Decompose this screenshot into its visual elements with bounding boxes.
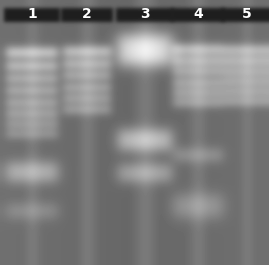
- Text: 5: 5: [242, 7, 252, 21]
- Text: 1: 1: [27, 7, 37, 21]
- Text: 4: 4: [193, 7, 203, 21]
- Text: 2: 2: [82, 7, 92, 21]
- Text: 3: 3: [140, 7, 150, 21]
